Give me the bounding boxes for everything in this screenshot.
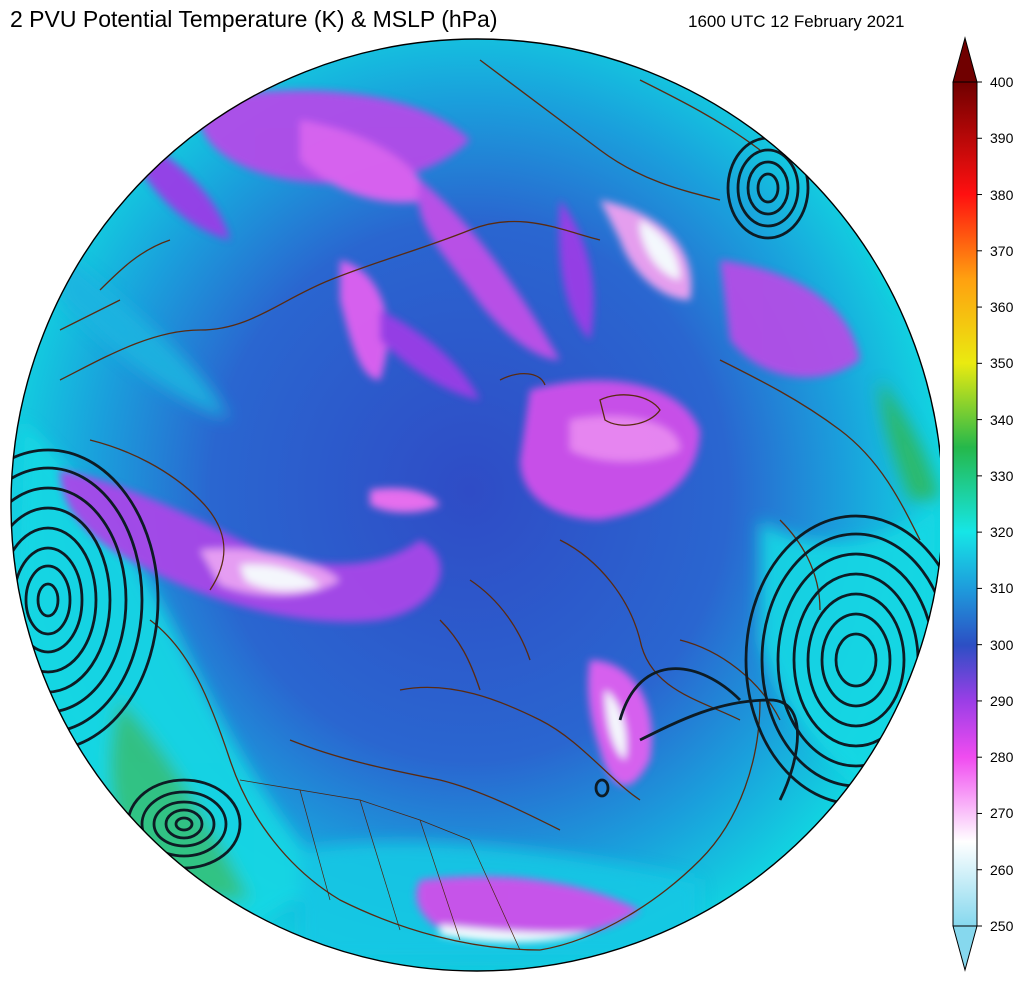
colorbar-tick-label: 290 xyxy=(990,692,1014,709)
potential-temperature-field xyxy=(11,39,940,971)
boundaries xyxy=(239,779,521,951)
colorbar-tick-label: 270 xyxy=(990,805,1014,822)
colorbar-tick-label: 370 xyxy=(990,242,1014,259)
colorbar-tick-label: 310 xyxy=(990,580,1014,597)
colorbar-tick-label: 300 xyxy=(990,636,1014,653)
valid-time: 1600 UTC 12 February 2021 xyxy=(688,12,905,31)
colorbar-tick-label: 380 xyxy=(990,186,1014,203)
colorbar-tick-label: 340 xyxy=(990,411,1014,428)
colorbar-tick-label: 280 xyxy=(990,749,1014,766)
colorbar-tick-label: 330 xyxy=(990,467,1014,484)
colorbar-tick-label: 360 xyxy=(990,299,1014,316)
colorbar-tick-label: 260 xyxy=(990,861,1014,878)
colorbar-tick-label: 400 xyxy=(990,74,1014,90)
colorbar-tick-label: 320 xyxy=(990,524,1014,541)
map-boundary xyxy=(10,38,940,972)
map-title: 2 PVU Potential Temperature (K) & MSLP (… xyxy=(10,6,498,32)
coastlines xyxy=(59,59,921,951)
colorbar-tick-label: 390 xyxy=(990,130,1014,147)
colorbar-tick-label: 250 xyxy=(990,918,1014,934)
polar-map xyxy=(10,38,940,972)
colorbar-tick-label: 350 xyxy=(990,355,1014,372)
colorbar xyxy=(952,36,982,972)
